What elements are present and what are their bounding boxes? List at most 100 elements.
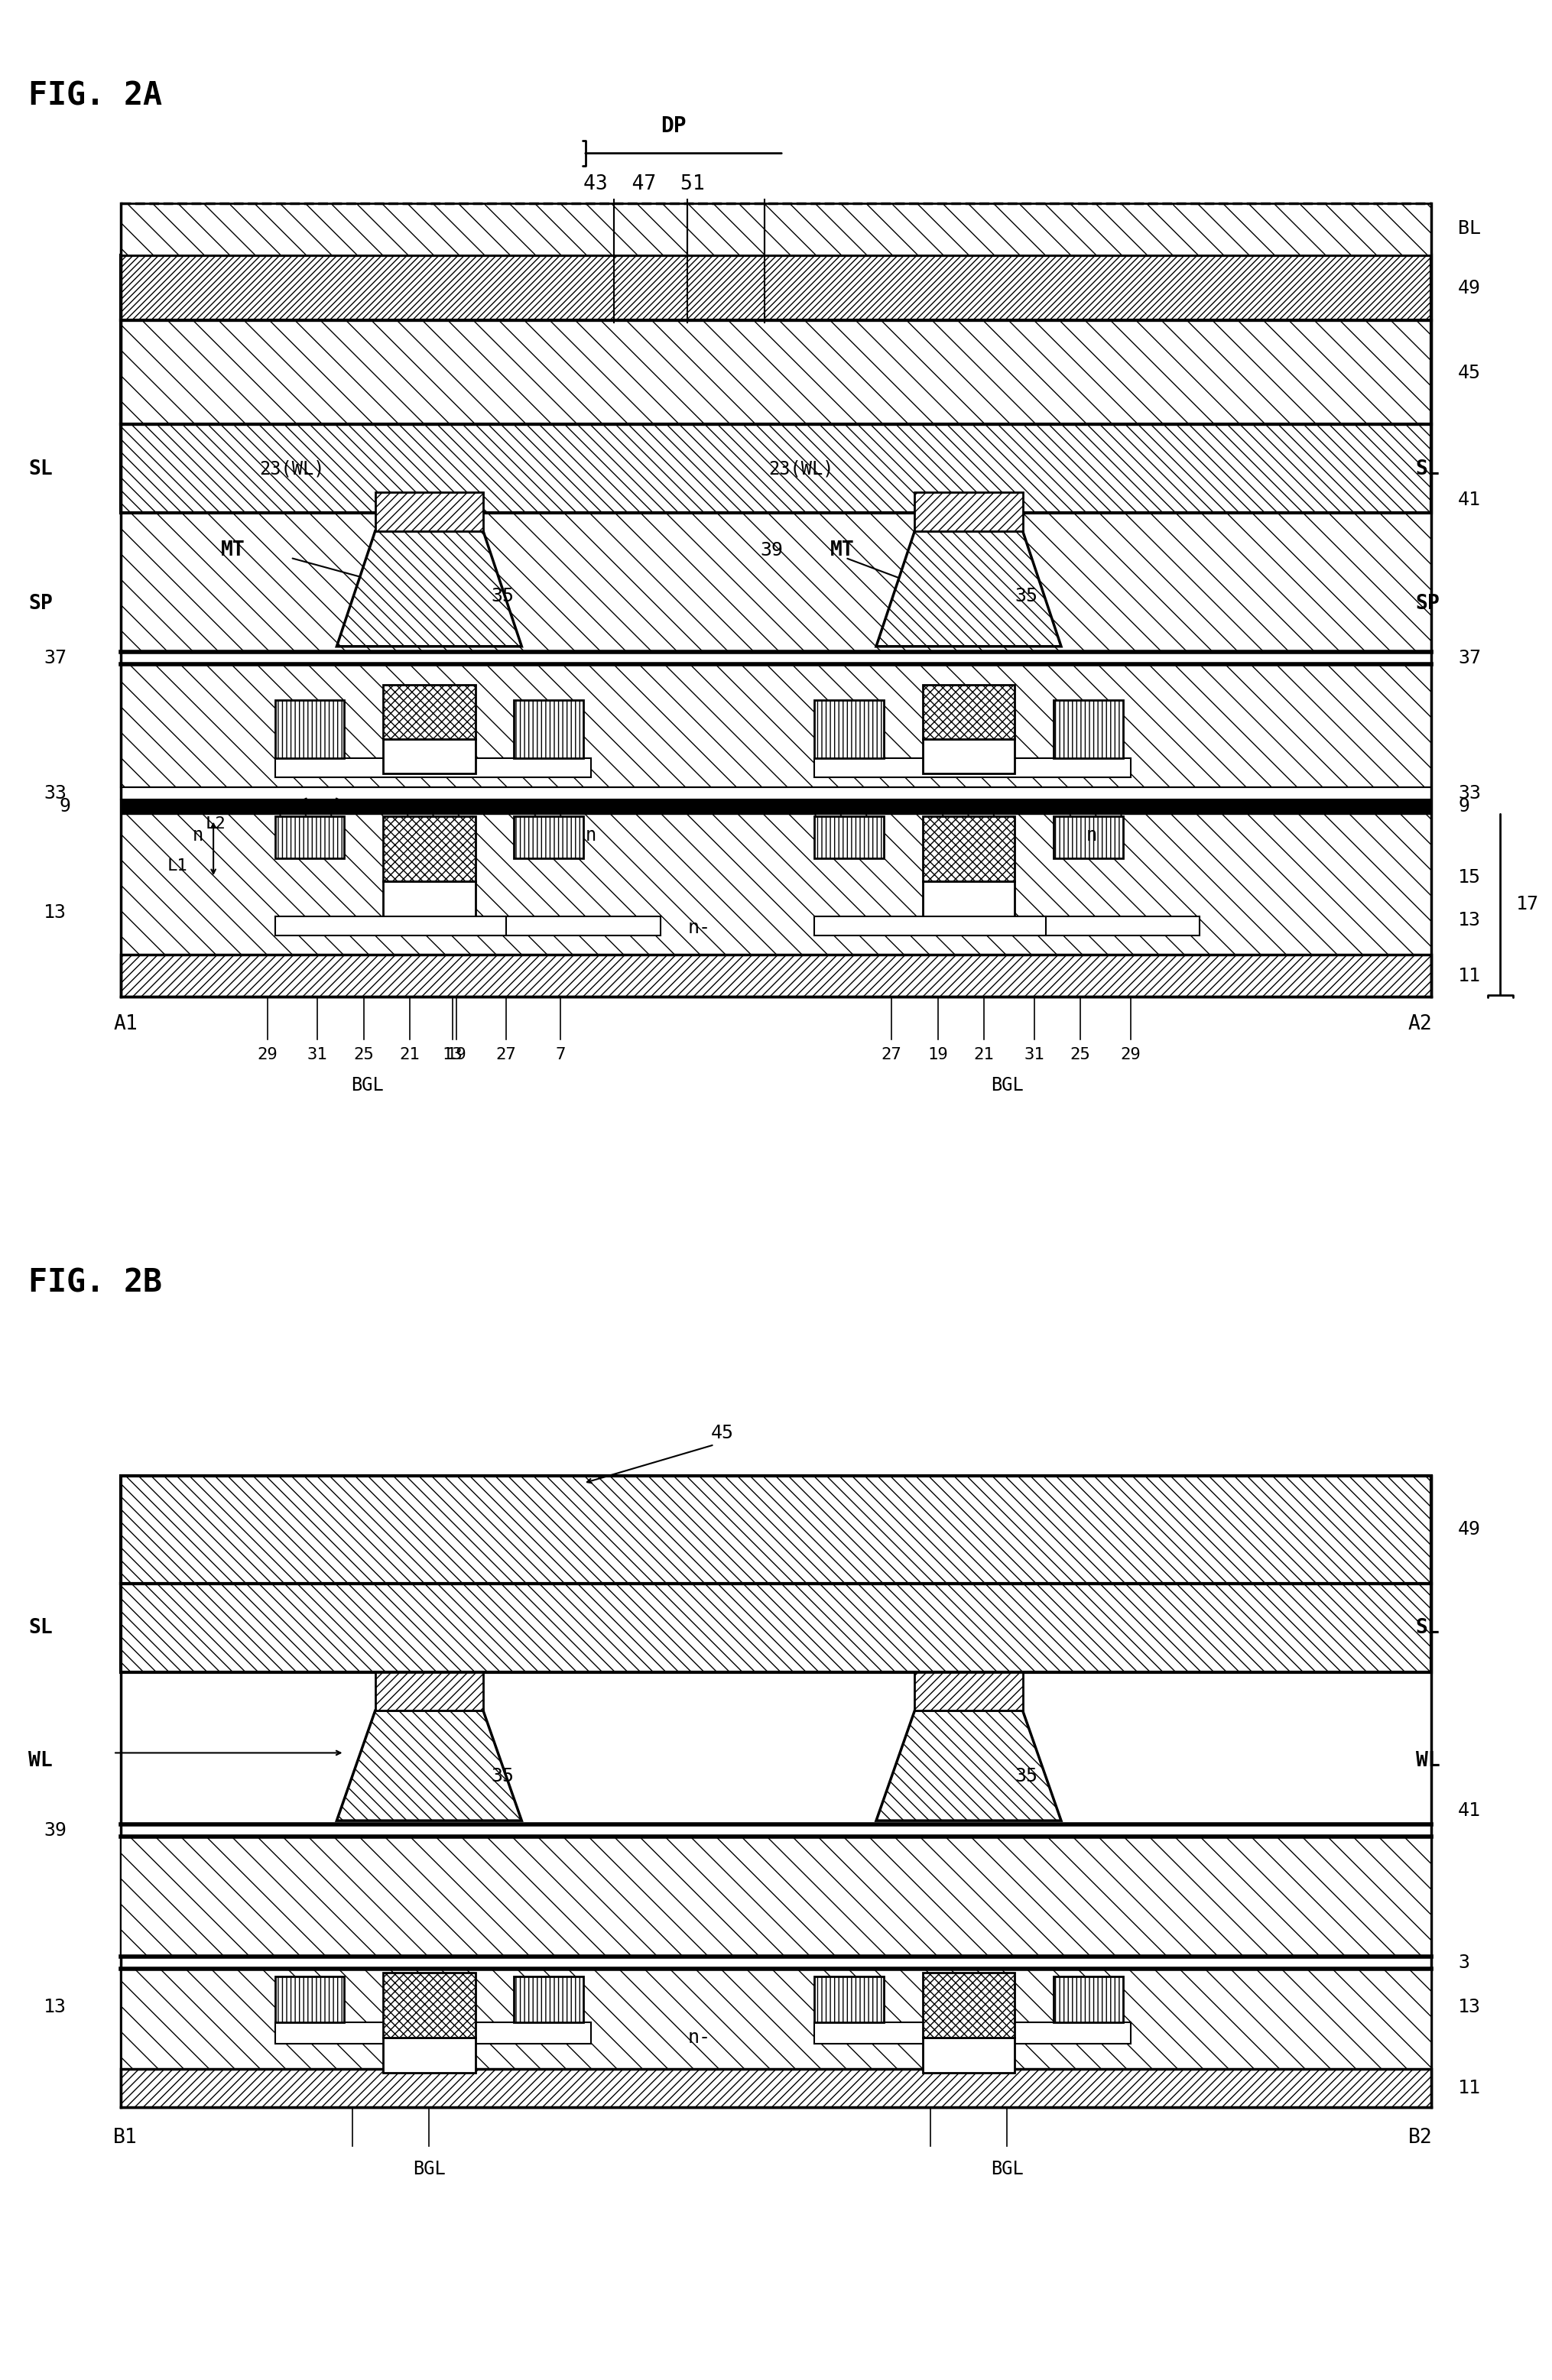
- Bar: [922, 1973, 1015, 2037]
- Text: 49: 49: [1457, 278, 1481, 298]
- Bar: [376, 493, 483, 531]
- Text: BGL: BGL: [990, 2159, 1024, 2178]
- Bar: [121, 514, 1431, 652]
- Text: n: n: [1086, 826, 1097, 845]
- Text: 21: 21: [973, 1047, 995, 1061]
- Bar: [514, 816, 584, 859]
- Bar: [383, 1973, 475, 2037]
- Text: 19: 19: [445, 1047, 467, 1061]
- Text: 9: 9: [59, 797, 71, 816]
- Text: 37: 37: [43, 650, 67, 666]
- Text: BL: BL: [1457, 219, 1481, 238]
- Text: BGL: BGL: [413, 2159, 445, 2178]
- Bar: [275, 816, 345, 859]
- Bar: [121, 1968, 1431, 2068]
- Bar: [376, 1673, 483, 1711]
- Bar: [121, 800, 1431, 814]
- Bar: [121, 1476, 1431, 1583]
- Bar: [815, 759, 1130, 778]
- Bar: [121, 321, 1431, 424]
- Bar: [1054, 1975, 1122, 2023]
- Bar: [275, 759, 591, 778]
- Text: 41: 41: [1457, 490, 1481, 509]
- Bar: [275, 1975, 345, 2023]
- Text: FIG. 2B: FIG. 2B: [28, 1266, 163, 1299]
- Text: 11: 11: [1457, 2078, 1481, 2097]
- Text: 19: 19: [928, 1047, 948, 1061]
- Bar: [514, 700, 584, 759]
- Bar: [383, 881, 475, 916]
- Polygon shape: [877, 531, 1062, 647]
- Text: 45: 45: [711, 1423, 734, 1442]
- Text: n: n: [192, 826, 203, 845]
- Bar: [1054, 816, 1122, 859]
- Text: n: n: [585, 826, 596, 845]
- Text: 39: 39: [760, 540, 784, 559]
- Bar: [383, 738, 475, 774]
- Bar: [1054, 700, 1122, 759]
- Text: 27: 27: [882, 1047, 902, 1061]
- Text: 17: 17: [1516, 895, 1538, 914]
- Bar: [121, 1837, 1431, 1956]
- Text: 39: 39: [43, 1821, 67, 1840]
- Polygon shape: [337, 1711, 521, 1821]
- Text: SL: SL: [28, 1618, 53, 1637]
- Text: 31: 31: [1024, 1047, 1044, 1061]
- Bar: [815, 700, 885, 759]
- Bar: [121, 664, 1431, 788]
- Bar: [815, 916, 1046, 935]
- Bar: [275, 916, 506, 935]
- Text: DP: DP: [661, 117, 686, 138]
- Text: 13: 13: [1457, 912, 1481, 928]
- Bar: [383, 2037, 475, 2073]
- Bar: [121, 424, 1431, 514]
- Text: SP: SP: [28, 595, 53, 614]
- Bar: [275, 2023, 591, 2044]
- Text: 29: 29: [1121, 1047, 1141, 1061]
- Text: 13: 13: [1457, 1997, 1481, 2016]
- Text: 9: 9: [1457, 797, 1470, 816]
- Text: 35: 35: [1015, 1766, 1038, 1785]
- Text: B1: B1: [113, 2128, 138, 2149]
- Text: 23(WL): 23(WL): [768, 459, 833, 478]
- Text: L1: L1: [168, 859, 188, 873]
- Text: WL: WL: [28, 1752, 53, 1771]
- Text: MT: MT: [830, 540, 854, 559]
- Bar: [514, 1975, 584, 2023]
- Bar: [121, 954, 1431, 997]
- Bar: [922, 816, 1015, 881]
- Bar: [922, 2037, 1015, 2073]
- Bar: [121, 2068, 1431, 2106]
- Polygon shape: [337, 531, 521, 647]
- Bar: [430, 916, 661, 935]
- Text: A2: A2: [1408, 1014, 1432, 1033]
- Text: 7: 7: [556, 1047, 565, 1061]
- Bar: [383, 816, 475, 881]
- Text: SL: SL: [1415, 1618, 1440, 1637]
- Bar: [922, 738, 1015, 774]
- Text: SP: SP: [1415, 595, 1440, 614]
- Text: MT: MT: [220, 540, 245, 559]
- Bar: [922, 881, 1015, 916]
- Text: 35: 35: [490, 1766, 514, 1785]
- Text: 23(WL): 23(WL): [259, 459, 324, 478]
- Bar: [922, 685, 1015, 738]
- Text: B2: B2: [1408, 2128, 1432, 2149]
- Text: 13: 13: [43, 902, 67, 921]
- Bar: [815, 2023, 1130, 2044]
- Text: SL: SL: [1415, 459, 1440, 478]
- Text: 13: 13: [43, 1997, 67, 2016]
- Text: A1: A1: [113, 1014, 138, 1033]
- Bar: [914, 1673, 1023, 1711]
- Text: 35: 35: [490, 588, 514, 605]
- Text: 49: 49: [1457, 1521, 1481, 1537]
- Text: 41: 41: [1457, 1802, 1481, 1821]
- Text: FIG. 2A: FIG. 2A: [28, 79, 163, 112]
- Text: 13: 13: [442, 1047, 462, 1061]
- Bar: [275, 700, 345, 759]
- Text: 33: 33: [1457, 785, 1481, 802]
- Text: BGL: BGL: [351, 1076, 383, 1095]
- Text: 29: 29: [258, 1047, 278, 1061]
- Bar: [121, 812, 1431, 954]
- Text: WL: WL: [1415, 1752, 1440, 1771]
